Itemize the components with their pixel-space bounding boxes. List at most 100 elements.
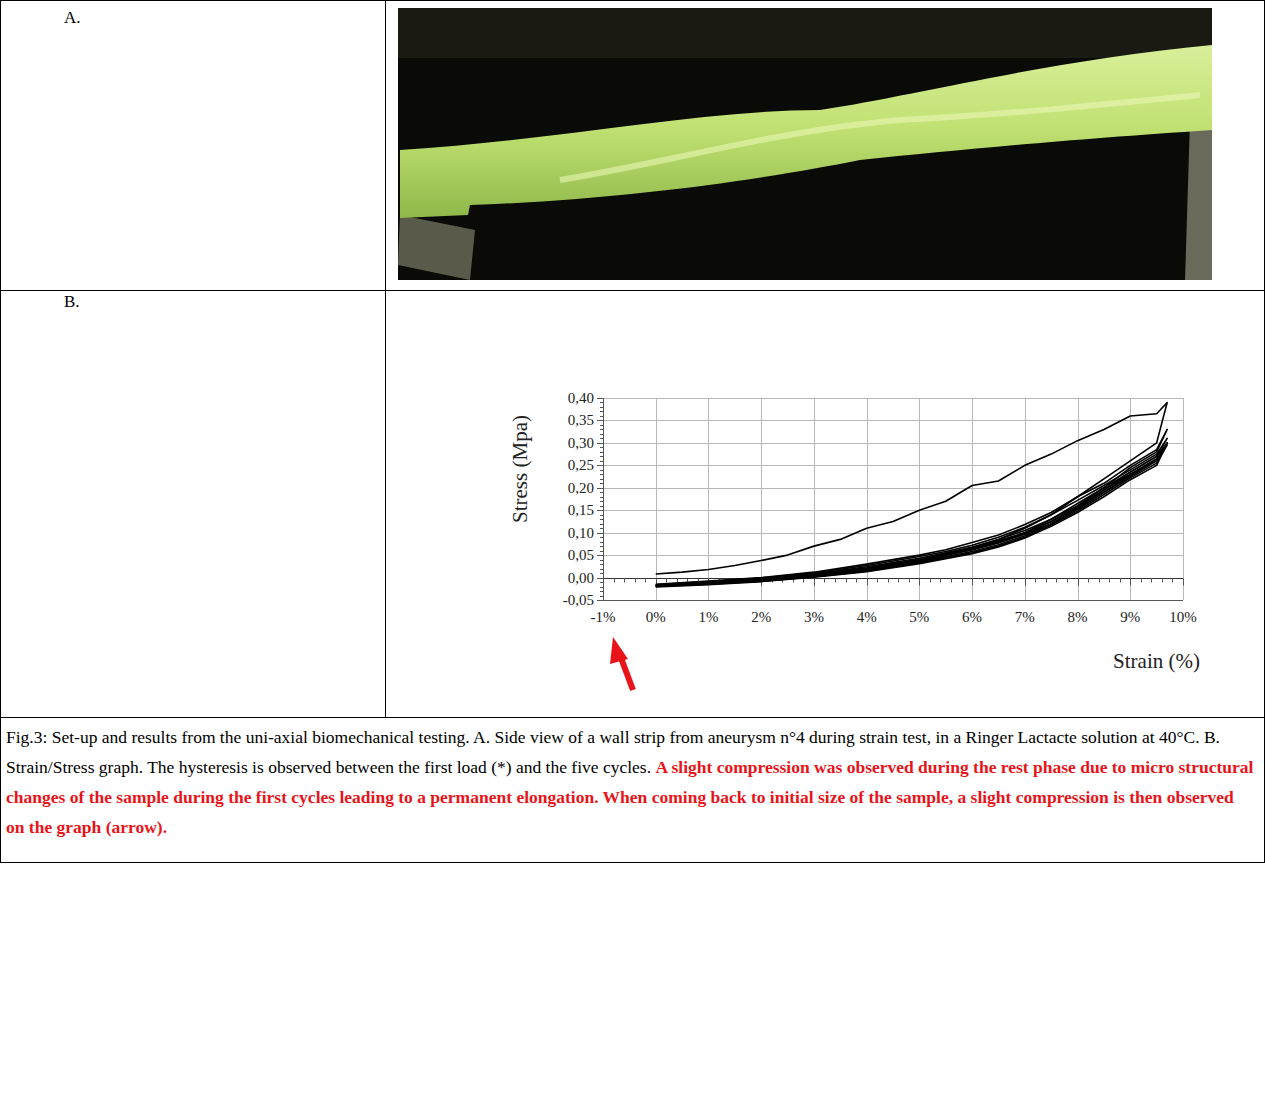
y-minor-tick (600, 470, 603, 471)
arrow-head (610, 637, 628, 664)
y-minor-tick (600, 479, 603, 480)
y-minor-tick (600, 425, 603, 426)
y-minor-tick (600, 551, 603, 552)
x-minor-tick (824, 579, 825, 583)
x-minor-tick (1109, 579, 1110, 583)
grid-line (1183, 398, 1184, 600)
y-minor-tick (600, 528, 603, 529)
y-tick (597, 465, 603, 466)
y-tick-label: 0,15 (568, 502, 594, 518)
grid-line (603, 443, 1183, 444)
x-tick-label: 2% (751, 609, 771, 625)
x-minor-tick (1141, 579, 1142, 583)
x-minor-tick (898, 579, 899, 583)
x-tick-label: 3% (804, 609, 824, 625)
grid-line (656, 398, 657, 600)
photo (398, 8, 1212, 280)
x-minor-tick (1014, 579, 1015, 583)
y-minor-tick (600, 497, 603, 498)
y-minor-tick (600, 564, 603, 565)
x-minor-tick (951, 579, 952, 583)
y-tick-label: 0,30 (568, 435, 594, 451)
x-tick (1130, 579, 1131, 586)
x-tick-label: 9% (1120, 609, 1140, 625)
x-minor-tick (624, 579, 625, 583)
x-tick (1078, 579, 1079, 586)
x-tick-label: 5% (909, 609, 929, 625)
y-tick (597, 420, 603, 421)
x-minor-tick (1099, 579, 1100, 583)
x-minor-tick (1067, 579, 1068, 583)
y-minor-tick (600, 537, 603, 538)
photo-background (398, 8, 1212, 280)
tissue-strip (400, 45, 1212, 218)
table-line (0, 0, 1, 863)
grid-line (919, 398, 920, 600)
table-borders (1, 0, 1265, 863)
arrow (610, 637, 633, 690)
x-minor-tick (645, 579, 646, 583)
x-tick-label: -1% (591, 609, 616, 625)
y-minor-tick (600, 434, 603, 435)
y-tick (597, 398, 603, 399)
y-minor-tick (600, 456, 603, 457)
grid-line (603, 600, 1183, 601)
y-tick-label: 0,10 (568, 525, 594, 541)
y-minor-tick (600, 501, 603, 502)
x-tick-label: 8% (1068, 609, 1088, 625)
y-minor-tick (600, 524, 603, 525)
x-minor-tick (1120, 579, 1121, 583)
caption: Fig.3: Set-up and results from the uni-a… (6, 722, 1256, 842)
y-minor-tick (600, 452, 603, 453)
y-minor-tick (600, 402, 603, 403)
grid-line (761, 398, 762, 600)
y-tick (597, 510, 603, 511)
x-tick (972, 579, 973, 586)
x-minor-tick (962, 579, 963, 583)
x-tick-label: 7% (1015, 609, 1035, 625)
grid-line (972, 398, 973, 600)
grid-line (1130, 398, 1131, 600)
curve (656, 402, 1167, 585)
y-minor-tick (600, 474, 603, 475)
grid (603, 398, 1184, 601)
y-minor-tick (600, 447, 603, 448)
x-minor-tick (1162, 579, 1163, 583)
y-minor-tick (600, 416, 603, 417)
y-minor-tick (600, 461, 603, 462)
y-tick-label: 0,35 (568, 412, 594, 428)
curve (656, 443, 1167, 587)
y-minor-tick (600, 582, 603, 583)
y-minor-tick (600, 542, 603, 543)
y-minor-tick (600, 519, 603, 520)
y-minor-tick (600, 515, 603, 516)
x-tick (1183, 579, 1184, 586)
x-minor-tick (1088, 579, 1089, 583)
x-minor-tick (909, 579, 910, 583)
table-line (385, 0, 386, 718)
grid-line (814, 398, 815, 600)
grid-line (603, 533, 1183, 534)
x-minor-tick (1172, 579, 1173, 583)
x-minor-tick (846, 579, 847, 583)
x-minor-tick (1035, 579, 1036, 583)
grid-line (603, 578, 1183, 579)
grid-line (603, 555, 1183, 556)
x-minor-tick (677, 579, 678, 583)
x-minor-tick (1151, 579, 1152, 583)
y-axis-title: Stress (Mpa) (508, 415, 532, 523)
x-minor-tick (983, 579, 984, 583)
y-tick (597, 488, 603, 489)
table-line (1, 717, 1264, 718)
series-group (656, 402, 1167, 586)
x-tick-label: 10% (1169, 609, 1197, 625)
y-minor-tick (600, 483, 603, 484)
y-minor-tick (600, 438, 603, 439)
curve (656, 443, 1167, 586)
clamp-right (1185, 115, 1212, 280)
y-minor-tick (600, 506, 603, 507)
x-minor-tick (1046, 579, 1047, 583)
x-tick (919, 579, 920, 586)
table-line (1, 862, 1264, 863)
y-minor-tick (600, 560, 603, 561)
